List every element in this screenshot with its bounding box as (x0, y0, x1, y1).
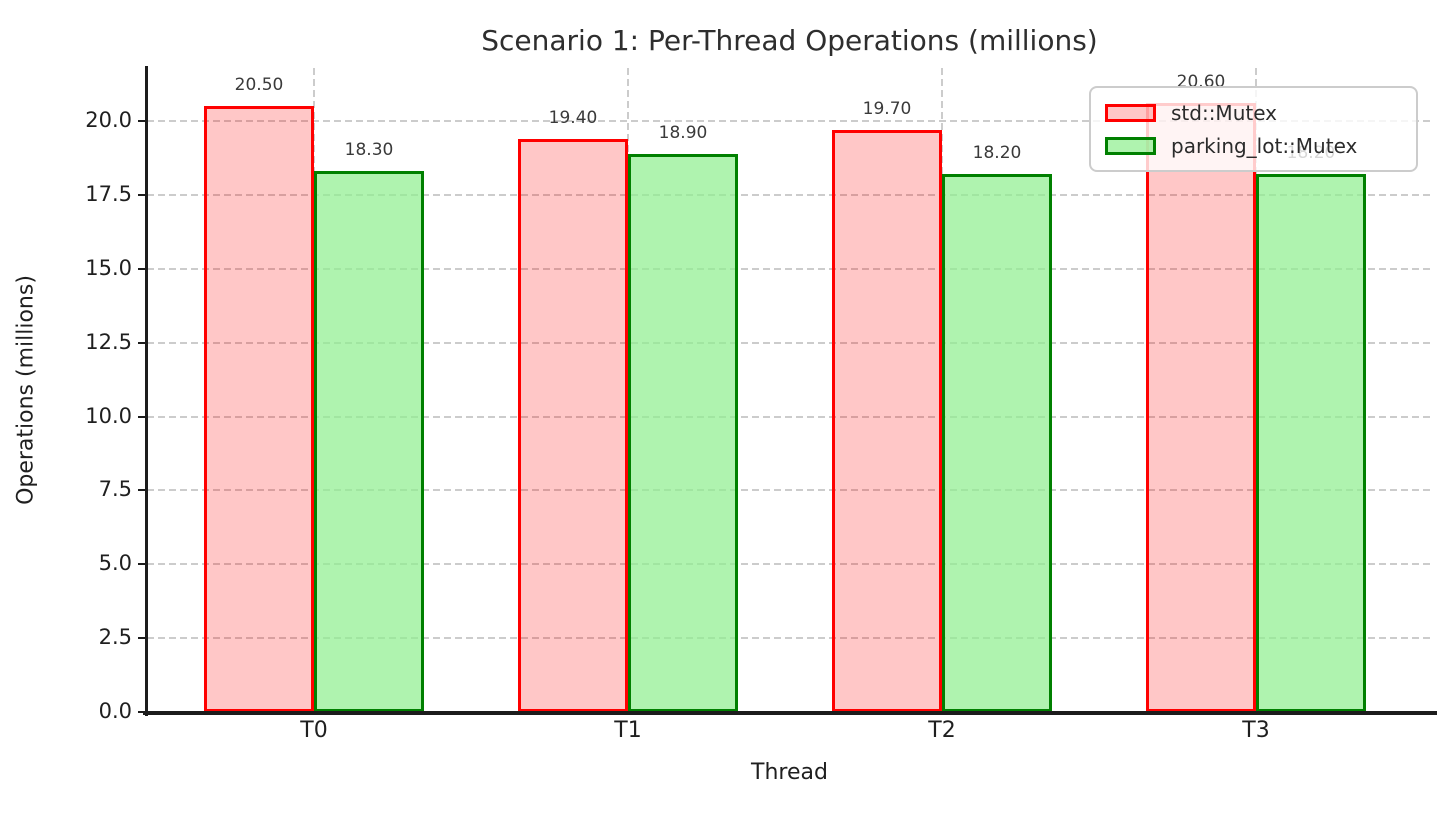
y-tick-mark (138, 563, 146, 566)
bar-parking-lot-mutex-t2 (942, 174, 1052, 712)
y-tick-label: 15.0 (85, 255, 132, 280)
y-tick-mark (138, 341, 146, 344)
h-gridline (147, 563, 1432, 566)
h-gridline (147, 341, 1432, 344)
y-axis-spine (145, 66, 148, 716)
y-tick-mark (138, 637, 146, 640)
y-tick-label: 17.5 (85, 182, 132, 207)
bar-value-label: 18.20 (972, 143, 1022, 164)
y-tick-label: 10.0 (85, 403, 132, 428)
h-gridline (147, 194, 1432, 197)
y-tick-label: 7.5 (98, 477, 132, 502)
x-tick-label: T2 (928, 718, 956, 743)
y-tick-label: 0.0 (98, 699, 132, 723)
bar-value-label: 20.50 (234, 75, 284, 96)
bar-value-label: 18.30 (344, 140, 394, 161)
legend-swatch-icon (1105, 103, 1156, 122)
h-gridline (147, 489, 1432, 492)
legend-label: std::Mutex (1171, 100, 1277, 125)
legend-label: parking_lot::Mutex (1171, 133, 1358, 158)
y-axis-label: Operations (millions) (13, 275, 39, 505)
x-axis-label: Thread (751, 760, 828, 785)
y-tick-mark (138, 194, 146, 197)
y-tick-mark (138, 415, 146, 418)
bar-parking-lot-mutex-t0 (314, 171, 424, 712)
bar-parking-lot-mutex-t1 (628, 153, 738, 712)
chart-title: Scenario 1: Per-Thread Operations (milli… (481, 24, 1098, 57)
y-tick-label: 2.5 (98, 625, 132, 650)
legend-entry-parking-lot-mutex: parking_lot::Mutex (1105, 134, 1402, 158)
y-tick-label: 5.0 (98, 551, 132, 576)
y-tick-mark (138, 711, 146, 713)
bar-std-mutex-t3 (1146, 103, 1256, 712)
y-tick-mark (138, 489, 146, 492)
y-tick-mark (138, 120, 146, 123)
bar-std-mutex-t1 (518, 138, 628, 712)
h-gridline (147, 415, 1432, 418)
bar-parking-lot-mutex-t3 (1256, 174, 1366, 712)
y-tick-mark (138, 267, 146, 270)
x-tick-label: T3 (1242, 718, 1270, 743)
legend-entry-std-mutex: std::Mutex (1105, 101, 1402, 125)
bar-std-mutex-t0 (204, 106, 314, 712)
h-gridline (147, 637, 1432, 640)
x-tick-label: T1 (614, 718, 642, 743)
bar-value-label: 19.40 (548, 107, 598, 128)
bar-std-mutex-t2 (832, 130, 942, 712)
legend-swatch-icon (1105, 136, 1156, 155)
h-gridline (147, 267, 1432, 270)
x-tick-label: T0 (300, 718, 328, 743)
y-tick-label: 12.5 (85, 329, 132, 354)
bar-value-label: 18.90 (658, 122, 708, 143)
x-axis-spine (143, 710, 1437, 715)
bar-value-label: 19.70 (862, 99, 912, 120)
y-tick-label: 20.0 (85, 108, 132, 133)
h-gridline (147, 120, 1432, 123)
